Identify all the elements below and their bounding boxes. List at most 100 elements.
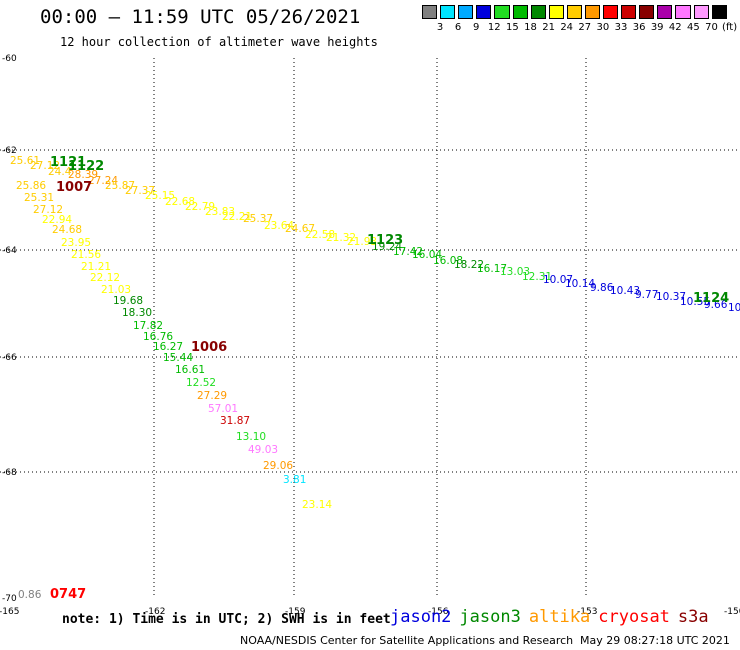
wave-height-value: 22.21 bbox=[222, 211, 252, 223]
scale-label: 33 bbox=[614, 22, 628, 33]
scale-swatch bbox=[584, 5, 601, 19]
scale-swatch bbox=[621, 5, 637, 19]
wave-height-value: 10.43 bbox=[610, 285, 640, 297]
scale-label: 27 bbox=[578, 22, 592, 33]
wave-height-value: 23.83 bbox=[205, 206, 235, 218]
scale-swatch bbox=[458, 5, 474, 19]
wave-height-value: 16.76 bbox=[143, 331, 173, 343]
wave-height-value: 10.14 bbox=[565, 278, 595, 290]
scale-label: 70 bbox=[705, 22, 718, 33]
scale-label: 24 bbox=[560, 22, 574, 33]
lat-label: -60 bbox=[2, 54, 17, 64]
wave-height-value: 13.10 bbox=[236, 431, 266, 443]
scale-label: 9 bbox=[473, 22, 480, 33]
wave-height-value: 10.37 bbox=[656, 291, 686, 303]
scale-swatch bbox=[675, 5, 691, 19]
scale-label: 6 bbox=[454, 22, 462, 33]
wave-height-value: 25.31 bbox=[24, 192, 54, 204]
credit-text: NOAA/NESDIS Center for Satellite Applica… bbox=[240, 634, 574, 647]
wave-height-value: 22.68 bbox=[165, 196, 195, 208]
scale-swatch bbox=[657, 5, 673, 19]
legend-item: altika bbox=[528, 607, 591, 627]
wave-height-value: 17.82 bbox=[133, 320, 163, 332]
wave-height-value: 27.29 bbox=[197, 390, 227, 402]
legend-item: cryosat bbox=[598, 607, 670, 627]
pass-id: 1122 bbox=[68, 159, 104, 174]
scale-label: 21 bbox=[542, 22, 555, 33]
wave-height-value: 23.14 bbox=[302, 499, 332, 511]
pass-id: 0747 bbox=[50, 587, 86, 602]
scale-label: 36 bbox=[632, 22, 646, 33]
wave-height-value: 16.61 bbox=[175, 364, 205, 376]
wave-height-value: 21.56 bbox=[71, 249, 101, 261]
wave-height-value: 15.44 bbox=[163, 352, 193, 364]
scale-swatch bbox=[711, 5, 727, 19]
lon-label: -165 bbox=[0, 607, 19, 617]
scale-label: 15 bbox=[506, 22, 519, 33]
wave-height-value: 21.32 bbox=[326, 232, 356, 244]
wave-height-value: 16.17 bbox=[477, 263, 507, 275]
lat-label: -62 bbox=[2, 146, 17, 156]
wave-height-value: 57.01 bbox=[208, 403, 238, 415]
wave-height-value: 49.03 bbox=[248, 444, 278, 456]
lat-label: -66 bbox=[2, 353, 17, 363]
wave-height-value: 22.12 bbox=[90, 272, 120, 284]
scale-label: 45 bbox=[687, 22, 700, 33]
wave-height-value: 12.31 bbox=[522, 271, 552, 283]
pass-id: 1124 bbox=[693, 291, 729, 306]
wave-height-value: 10.07 bbox=[543, 274, 573, 286]
lat-label: -68 bbox=[2, 468, 17, 478]
wave-height-value: 16.27 bbox=[153, 341, 183, 353]
lon-label: -159 bbox=[285, 607, 306, 617]
wave-height-value: 24.68 bbox=[52, 224, 82, 236]
lat-label: -64 bbox=[2, 246, 17, 256]
wave-height-value: 21.03 bbox=[101, 284, 131, 296]
wave-height-value: 23.95 bbox=[61, 237, 91, 249]
scale-swatch bbox=[530, 5, 546, 19]
wave-height-value: 21.93 bbox=[347, 236, 377, 248]
scale-swatch bbox=[422, 5, 438, 19]
lon-label: -156 bbox=[428, 607, 449, 617]
wave-height-value: 21.21 bbox=[81, 261, 111, 273]
wave-height-value: 31.87 bbox=[220, 415, 250, 427]
wave-height-value: 9.66 bbox=[704, 299, 728, 311]
wave-height-value: 9.77 bbox=[635, 289, 658, 301]
wave-height-value: 16.08 bbox=[433, 255, 463, 267]
wave-height-value: 22.94 bbox=[42, 214, 72, 226]
wave-height-value: 18.22 bbox=[454, 259, 484, 271]
axis-labels: -60 -62 -64 -66 -68 -70 -165 -162 -159 -156 -153 -1… bbox=[0, 54, 740, 617]
wave-height-value: 22.58 bbox=[305, 229, 335, 241]
wave-height-value: 25.37 bbox=[243, 213, 273, 225]
wave-height-value: 25.86 bbox=[16, 180, 46, 192]
lon-label: -150 bbox=[724, 607, 740, 617]
wave-height-value: 22.79 bbox=[185, 201, 215, 213]
wave-height-value: 29.06 bbox=[263, 460, 293, 472]
wave-height-value: 25.15 bbox=[145, 190, 175, 202]
wave-height-value: 25.61 bbox=[10, 155, 40, 167]
wave-height-value: 24.67 bbox=[285, 223, 315, 235]
scale-swatch bbox=[639, 5, 655, 19]
page-subtitle: 12 hour collection of altimeter wave hei… bbox=[60, 35, 378, 49]
wave-height-value: 12.52 bbox=[186, 377, 216, 389]
satellite-legend: jason2 jason3 altika cryosat s3a bbox=[390, 607, 717, 627]
footer-note: note: 1) Time is in UTC; 2) SWH is in fe… bbox=[62, 612, 391, 627]
wave-height-value: 19.24 bbox=[372, 241, 402, 253]
wave-height-value: 3.81 bbox=[283, 474, 306, 486]
scale-swatch bbox=[512, 5, 528, 19]
wave-height-value: 17.42 bbox=[393, 246, 423, 258]
scale-swatch bbox=[440, 5, 456, 19]
scale-unit: (ft) bbox=[722, 22, 738, 33]
wave-height-value: 27.37 bbox=[125, 185, 155, 197]
scale-swatch bbox=[548, 5, 564, 19]
wave-height-value: 27.12 bbox=[30, 160, 60, 172]
scale-swatch bbox=[693, 5, 709, 19]
lon-label: -153 bbox=[577, 607, 597, 617]
wave-height-value: 25.87 bbox=[105, 180, 135, 192]
wave-height-value: 19.68 bbox=[113, 295, 143, 307]
wave-height-value: 10.55 bbox=[680, 296, 710, 308]
pass-id: 1006 bbox=[191, 340, 227, 355]
scale-label: 30 bbox=[596, 22, 610, 33]
